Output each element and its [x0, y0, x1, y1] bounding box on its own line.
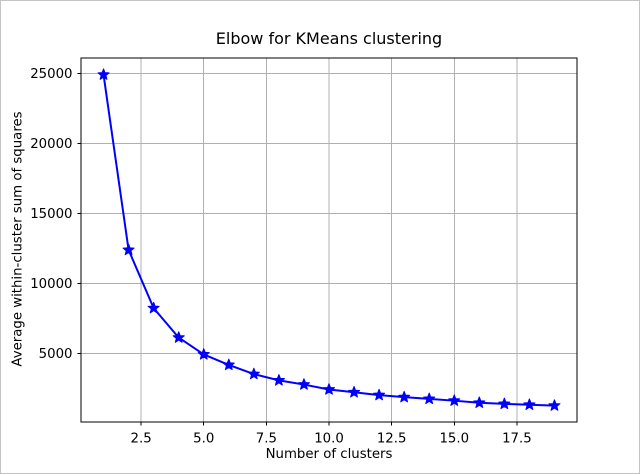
data-point-marker: [448, 394, 461, 406]
y-tick-label: 15000: [30, 207, 72, 222]
data-point-marker: [322, 383, 336, 395]
x-tick-label: 15.0: [439, 432, 469, 447]
data-point-marker: [423, 392, 436, 405]
chart-title: Elbow for KMeans clustering: [215, 29, 443, 48]
x-tick-label: 12.5: [377, 432, 407, 447]
data-point-marker: [247, 367, 260, 380]
data-point-marker: [97, 68, 110, 80]
data-point-marker: [272, 374, 285, 386]
y-tick-label: 5000: [39, 347, 73, 362]
y-tick-label: 20000: [30, 137, 72, 152]
plot-frame: [80, 57, 578, 423]
data-point-marker: [498, 397, 511, 410]
data-point-marker: [122, 243, 135, 256]
data-point-marker: [523, 398, 536, 410]
data-point-marker: [398, 390, 411, 403]
data-point-marker: [473, 396, 486, 408]
data-point-marker: [147, 301, 160, 314]
y-axis-label: Average within-cluster sum of squares: [10, 111, 26, 367]
data-point-marker: [197, 348, 210, 360]
x-tick-label: 7.5: [256, 432, 277, 447]
x-tick-label: 17.5: [502, 432, 532, 447]
data-point-marker: [222, 358, 235, 371]
data-point-marker: [548, 399, 561, 411]
data-point-marker: [373, 388, 386, 401]
x-tick-label: 2.5: [131, 432, 152, 447]
x-tick-label: 5.0: [193, 432, 214, 447]
data-point-marker: [297, 378, 310, 390]
data-point-marker: [348, 385, 361, 398]
x-axis-label: Number of clusters: [265, 447, 393, 462]
y-tick-label: 25000: [30, 67, 72, 82]
data-point-marker: [172, 331, 185, 343]
y-tick-label: 10000: [30, 277, 72, 292]
x-tick-label: 10.0: [314, 432, 344, 447]
